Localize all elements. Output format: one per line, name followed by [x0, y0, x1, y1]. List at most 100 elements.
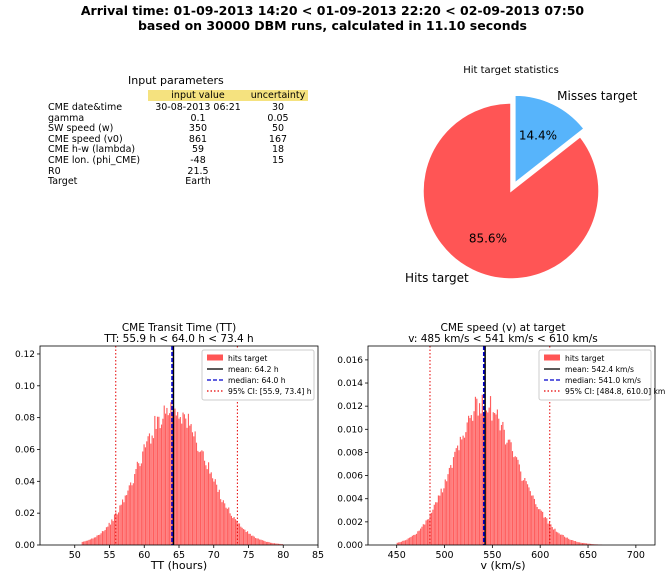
histogram-bar	[246, 531, 249, 545]
histogram-bar	[428, 519, 430, 545]
histogram-bar	[89, 539, 91, 545]
histogram-bar	[103, 531, 105, 545]
histogram-bar	[443, 488, 445, 545]
histogram-bar	[584, 543, 586, 545]
histogram-bar	[229, 513, 231, 545]
legend-box	[201, 349, 315, 401]
pie-title: Hit target statistics	[463, 65, 559, 76]
y-tick-label: 0.12	[15, 350, 35, 360]
histogram-bar	[558, 533, 560, 545]
histogram-bar	[203, 460, 206, 545]
histogram-bar	[152, 438, 155, 545]
y-tick-label: 0.008	[337, 448, 363, 458]
plot-frame	[367, 345, 656, 546]
histogram-bar	[521, 480, 523, 545]
input-value-header: input value	[148, 90, 248, 101]
histogram-bar	[162, 418, 164, 545]
histogram-bar	[437, 495, 440, 545]
histogram-bar	[415, 533, 418, 545]
histogram-bar	[551, 527, 553, 545]
histogram-bar	[144, 447, 146, 545]
histogram-bar	[85, 540, 87, 545]
histogram-bar	[481, 394, 483, 545]
histogram-bar	[407, 538, 409, 545]
histogram-bar	[136, 461, 138, 545]
pie-percent-label: 85.6%	[469, 231, 507, 245]
histogram-bar	[439, 495, 441, 545]
histogram-bar	[217, 491, 219, 545]
speed-x-axis-label: v (km/s)	[480, 559, 525, 572]
histogram-bar	[553, 529, 555, 545]
histogram-bar	[179, 417, 181, 545]
histogram-bar	[177, 411, 179, 545]
histogram-bar	[244, 529, 246, 545]
histogram-bar	[588, 543, 590, 545]
y-tick-label: 0.016	[337, 356, 363, 366]
histogram-bar	[500, 424, 503, 545]
histogram-bar	[210, 472, 212, 545]
histogram-bar	[426, 519, 429, 545]
histogram-bar	[107, 526, 109, 545]
y-tick-label: 0.012	[337, 402, 363, 412]
input-parameters-title: Input parameters	[128, 74, 224, 87]
histogram-bar	[109, 524, 112, 545]
histogram-bar	[212, 478, 214, 545]
histogram-bar	[220, 499, 222, 545]
histogram-bar	[487, 412, 489, 545]
x-tick-label: 70	[208, 550, 220, 561]
histogram-bar	[444, 479, 446, 545]
histogram-bar	[112, 521, 114, 545]
histogram-bar	[548, 521, 551, 545]
histogram-bars	[396, 394, 603, 545]
histogram-bar	[457, 445, 459, 545]
histogram-bar	[572, 540, 574, 545]
histogram-bar	[226, 508, 228, 545]
histogram-bar	[87, 540, 89, 545]
histogram-bar	[463, 437, 466, 545]
histogram-bar	[507, 439, 509, 545]
histogram-bar	[197, 450, 199, 545]
histogram-bar	[503, 429, 505, 545]
histogram-bar	[409, 537, 411, 545]
histogram-bar	[181, 423, 183, 545]
histogram-bar	[280, 544, 282, 545]
x-tick-label: 75	[242, 550, 254, 561]
param-value: 861	[188, 133, 208, 145]
tt-chart-subtitle: TT: 55.9 h < 64.0 h < 73.4 h	[103, 333, 253, 345]
param-name: CME speed (v0)	[48, 133, 123, 145]
histogram-bar	[448, 467, 450, 545]
histogram-bar	[202, 451, 204, 545]
histogram-bar	[135, 469, 137, 545]
x-tick-label: 65	[173, 550, 185, 561]
histogram-bar	[206, 469, 208, 545]
histogram-bar	[104, 529, 106, 545]
histogram-bar	[96, 535, 98, 545]
histogram-bar	[139, 466, 141, 545]
histogram-bar	[105, 527, 108, 545]
histogram-bar	[142, 451, 144, 545]
histogram-bar	[583, 542, 585, 545]
histogram-bar	[143, 444, 145, 545]
param-uncertainty: 167	[268, 133, 288, 145]
histogram-bar	[533, 498, 535, 545]
histogram-bar	[97, 535, 99, 545]
histogram-bar	[99, 534, 101, 545]
histogram-bar	[420, 528, 422, 545]
y-tick-label: 0.10	[15, 382, 35, 392]
histogram-bar	[433, 504, 435, 545]
histogram-bar	[561, 534, 563, 545]
histogram-bar	[554, 528, 556, 545]
pie-percent-label: 14.4%	[519, 129, 557, 143]
histogram-bar	[245, 532, 247, 545]
histogram-bar	[459, 436, 461, 545]
histogram-bar	[421, 526, 423, 545]
histogram-bar	[557, 532, 559, 545]
histogram-bar	[522, 480, 525, 545]
histogram-bar	[573, 540, 575, 545]
y-tick-label: 0.02	[15, 509, 35, 519]
y-tick-label: 0.04	[15, 477, 35, 487]
histogram-bar	[550, 524, 552, 545]
histogram-bar	[113, 514, 116, 545]
histogram-bar	[546, 518, 548, 545]
histogram-bar	[186, 427, 188, 545]
